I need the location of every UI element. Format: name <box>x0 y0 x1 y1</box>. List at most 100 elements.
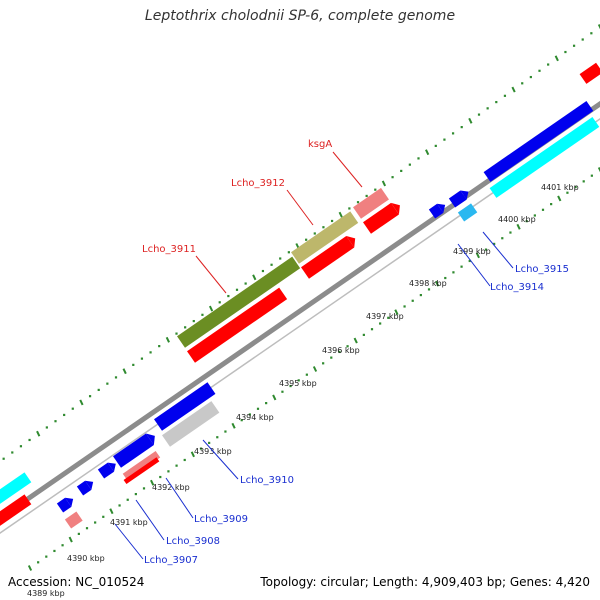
outer-track-dot <box>581 38 584 41</box>
inner-track-dot <box>403 305 406 308</box>
inner-track-dot <box>484 248 488 251</box>
inner-track-dot <box>134 492 137 496</box>
tick-label: 4395 kbp <box>279 379 317 388</box>
outer-track-dot <box>114 376 118 379</box>
tick-label: 4390 kbp <box>67 554 105 563</box>
inner-track-major-tick <box>272 394 277 401</box>
inner-track-major-tick <box>516 223 521 230</box>
gene-label-lcho_3914[interactable]: Lcho_3914 <box>490 282 544 293</box>
cds-bar-red-3[interactable] <box>187 287 288 363</box>
cds-bar-blue-lower-4[interactable] <box>76 480 92 496</box>
cds-bar-blue-lower-5[interactable] <box>56 497 72 513</box>
cds-bar-pink-lower-2[interactable] <box>64 511 83 529</box>
inner-track-dot <box>582 180 585 183</box>
tick-label: 4391 kbp <box>110 518 148 527</box>
outer-track-dot <box>88 395 92 398</box>
outer-track-dot <box>305 238 308 241</box>
cds-bar-blue-tiny[interactable] <box>428 203 444 219</box>
outer-track-dot <box>175 332 178 335</box>
inner-track-dot <box>61 544 64 547</box>
outer-track-dot <box>218 301 221 304</box>
outer-track-dot <box>538 69 541 72</box>
leader-line-lcho_3909 <box>165 477 194 519</box>
inner-track-major-tick <box>475 252 480 259</box>
gene-label-ksgA[interactable]: ksgA <box>308 139 332 150</box>
outer-track-dot <box>451 132 455 135</box>
inner-track-dot <box>281 390 284 393</box>
inner-track-dot <box>427 288 431 291</box>
cds-bar-red-1-arrowhead <box>390 202 400 215</box>
cds-bar-blue-lower-2-arrowhead <box>145 433 155 446</box>
inner-track-dot <box>183 458 186 462</box>
inner-track-dot <box>574 185 577 189</box>
cds-bar-red-1[interactable] <box>363 202 399 234</box>
inner-track-major-tick <box>109 508 114 515</box>
inner-track-dot <box>297 379 300 382</box>
cds-bar-red-left[interactable] <box>0 494 32 526</box>
cds-bar-blue-lower-2[interactable] <box>113 433 154 468</box>
gene-label-lcho_3908[interactable]: Lcho_3908 <box>166 536 220 547</box>
cds-bar-lcho3911[interactable] <box>177 256 301 348</box>
gene-label-lcho_3911[interactable]: Lcho_3911 <box>142 244 196 255</box>
outer-track-dot <box>313 232 316 235</box>
inner-track-major-tick <box>27 565 33 571</box>
outer-track-dot <box>2 457 5 460</box>
cds-bar-grey[interactable] <box>162 401 220 447</box>
outer-track-dot <box>201 313 204 316</box>
tick-label: 4399 kbp <box>453 247 491 256</box>
cds-bar-red-2[interactable] <box>301 235 355 279</box>
leader-line-lcho_3907 <box>114 523 144 560</box>
cds-bar-blue-long[interactable] <box>483 101 594 182</box>
cds-bar-cyan-long[interactable] <box>489 117 600 198</box>
cds-bar-blue-small-arrowhead <box>460 190 469 200</box>
cds-bar-skyblue-small[interactable] <box>457 203 478 222</box>
cds-bar-blue-lower-3[interactable] <box>97 462 114 479</box>
inner-track-dot <box>248 413 251 416</box>
gene-label-lcho_3915[interactable]: Lcho_3915 <box>515 264 569 275</box>
inner-track-dot <box>240 419 243 422</box>
outer-track-major-tick <box>79 399 84 406</box>
outer-track-dot <box>590 32 593 35</box>
outer-track-dot <box>227 294 230 298</box>
tick-label: 4392 kbp <box>152 483 190 492</box>
gene-label-lcho_3910[interactable]: Lcho_3910 <box>240 475 294 486</box>
tick-label: 4394 kbp <box>236 413 274 422</box>
outer-track-dot <box>572 44 576 47</box>
inner-track-dot <box>411 299 414 302</box>
map-title: Leptothrix cholodnii SP-6, complete geno… <box>144 8 456 24</box>
cds-bar-pink-lower[interactable] <box>122 450 161 481</box>
cds-bar-blue-lower[interactable] <box>154 382 216 431</box>
inner-track-major-tick <box>435 280 440 287</box>
cds-bar-ksgA[interactable] <box>353 187 389 219</box>
outer-track-dot <box>54 420 57 423</box>
leader-line-lcho_3910 <box>202 439 239 480</box>
outer-track-dot <box>322 226 325 229</box>
outer-track-dot <box>477 113 481 116</box>
outer-track-dot <box>564 50 567 54</box>
outer-track-dot <box>330 219 334 223</box>
outer-track-major-tick <box>554 55 559 62</box>
inner-track-dot <box>305 373 308 376</box>
inner-track-major-tick <box>557 195 562 202</box>
outer-track-dot <box>63 413 66 417</box>
inner-track-dot <box>199 447 203 450</box>
cds-bar-red-lower[interactable] <box>123 457 160 485</box>
gene-label-lcho_3909[interactable]: Lcho_3909 <box>194 514 248 525</box>
cds-bar-cyan-left[interactable] <box>0 472 32 504</box>
cds-bar-blue-small[interactable] <box>448 190 467 208</box>
gene-label-lcho_3912[interactable]: Lcho_3912 <box>231 178 285 189</box>
outer-track-major-tick <box>511 86 516 93</box>
outer-track-major-tick <box>381 180 387 187</box>
inner-track-dot <box>216 436 219 439</box>
gene-label-lcho_3907[interactable]: Lcho_3907 <box>144 555 198 566</box>
inner-track-dot <box>167 470 170 473</box>
outer-track-dot <box>460 126 463 129</box>
cds-bar-red-edge[interactable] <box>579 62 600 84</box>
inner-track-dot <box>53 549 56 553</box>
inner-track-dot <box>322 362 325 365</box>
outer-track-dot <box>521 82 524 85</box>
inner-track-dot <box>346 345 349 348</box>
tick-layer <box>2 24 600 571</box>
cds-bar-lcho3912[interactable] <box>291 211 359 264</box>
